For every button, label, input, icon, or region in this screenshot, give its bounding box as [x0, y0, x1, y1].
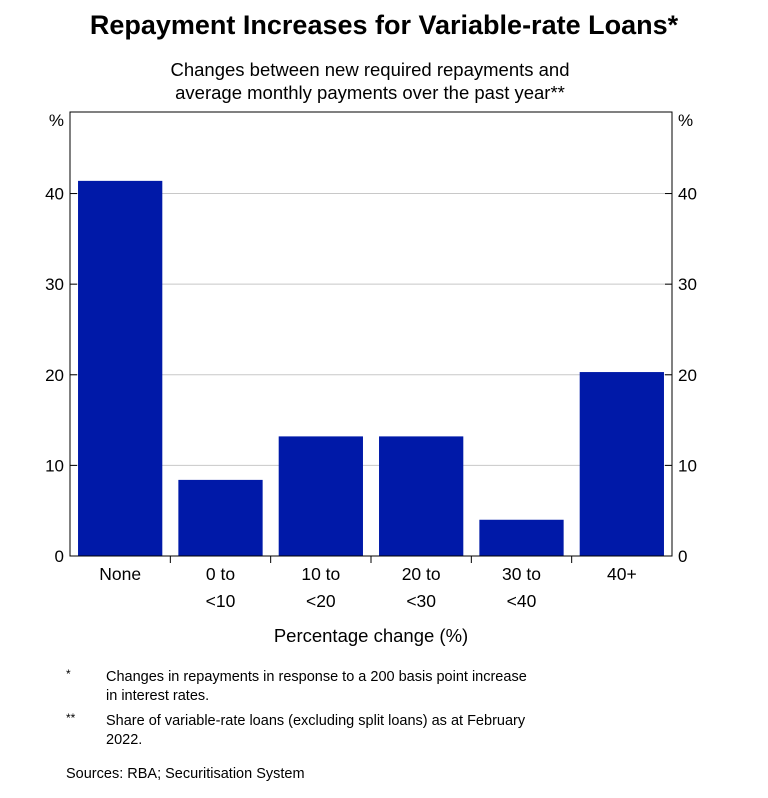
bar-chart: 0 0 10 10 20 20 30 30 40 40% % None 0 to <10 10 to <20 2…	[45, 111, 697, 646]
bar	[78, 180, 163, 557]
y-tick-label-right: 40	[678, 185, 697, 204]
x-tick-label: 30 to	[502, 564, 541, 584]
footnotes: * Changes in repayments in response to a…	[66, 667, 646, 756]
bar	[379, 436, 464, 556]
footnote-marker: *	[66, 667, 71, 681]
bar	[178, 479, 263, 556]
bar	[479, 519, 564, 556]
x-tick-label: <30	[406, 591, 436, 611]
footnote-text: Share of variable-rate loans (excluding …	[106, 713, 526, 729]
subtitle-line-1: Changes between new required repayments …	[170, 59, 570, 80]
y-tick-label-right: 10	[678, 456, 697, 475]
y-tick-label-left: 30	[45, 275, 64, 294]
x-tick-label: <40	[507, 591, 537, 611]
footnote-marker: **	[66, 711, 76, 725]
x-tick-label: 40+	[607, 564, 637, 584]
y-axis-unit-right: %	[678, 111, 693, 130]
x-tick-label: 0 to	[206, 564, 235, 584]
chart-title: Repayment Increases for Variable-rate Lo…	[89, 10, 679, 40]
footnote-text: Changes in repayments in response to a 2…	[106, 669, 527, 685]
x-tick-label: 10 to	[301, 564, 340, 584]
x-tick-label: <10	[206, 591, 236, 611]
x-tick-label: None	[99, 564, 141, 584]
sources: Sources: RBA; Securitisation System	[66, 766, 305, 782]
footnote-text: 2022.	[106, 732, 143, 748]
bar	[579, 372, 664, 556]
y-tick-label-right: 20	[678, 366, 697, 385]
bar	[278, 436, 363, 556]
footnote-1: * Changes in repayments in response to a…	[66, 667, 646, 706]
subtitle-line-2: average monthly payments over the past y…	[175, 82, 565, 103]
chart-subtitle: Changes between new required repayments …	[0, 58, 740, 104]
footnote-text: in interest rates.	[106, 688, 210, 704]
x-tick-label: <20	[306, 591, 336, 611]
y-tick-label-right: 30	[678, 275, 697, 294]
y-tick-label-left: 0	[55, 547, 64, 566]
y-tick-label-left: 20	[45, 366, 64, 385]
y-tick-label-left: 10	[45, 456, 64, 475]
y-axis-unit-left: %	[49, 111, 64, 130]
y-tick-label-left: 40	[45, 185, 64, 204]
x-tick-label: 20 to	[402, 564, 441, 584]
footnote-2: ** Share of variable-rate loans (excludi…	[66, 711, 646, 750]
y-tick-label-right: 0	[678, 547, 687, 566]
x-axis-title: Percentage change (%)	[274, 625, 468, 646]
